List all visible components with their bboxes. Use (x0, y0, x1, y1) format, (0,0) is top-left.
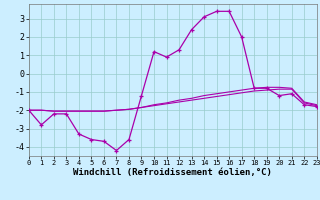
X-axis label: Windchill (Refroidissement éolien,°C): Windchill (Refroidissement éolien,°C) (73, 168, 272, 177)
